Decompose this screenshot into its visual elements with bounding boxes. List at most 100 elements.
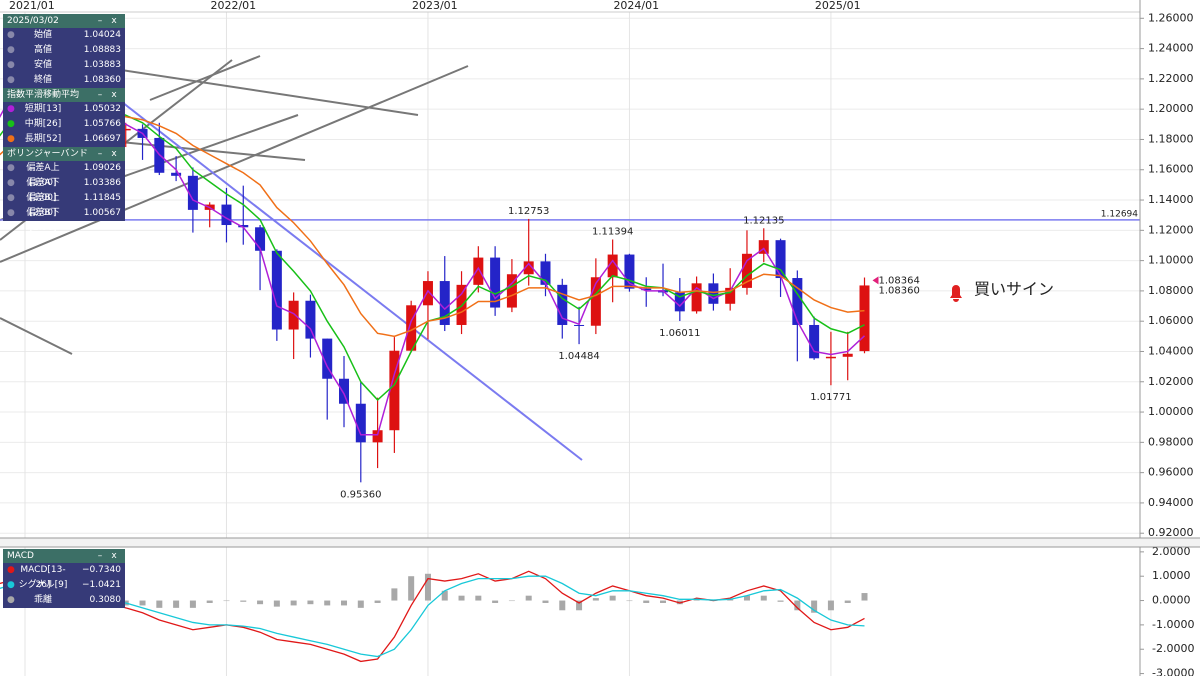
histogram-bar [660, 600, 667, 603]
legend-marker: ● [7, 75, 15, 85]
y-tick-label: 1.24000 [1148, 42, 1194, 55]
price-label: 1.08360 [879, 285, 920, 296]
panel-row: ● 安値 1.03883 [3, 58, 125, 73]
histogram-bar [643, 600, 650, 603]
histogram-bar [542, 600, 549, 603]
histogram-bar [424, 573, 431, 601]
histogram-bar [223, 600, 230, 602]
panel-rows: ● 短期[13] 1.05032 ● 中期[26] 1.05766 ● 長期[52] 1.066… [3, 102, 125, 147]
candle-body [741, 253, 752, 288]
x-tick-label: 2024/01 [613, 0, 659, 12]
x-tick-label: 2025/01 [815, 0, 861, 12]
price-annotation: 0.95360 [340, 489, 381, 500]
close-button[interactable]: x [111, 90, 117, 100]
minimize-button[interactable]: – [97, 90, 103, 100]
candle-body [775, 240, 786, 279]
close-button[interactable]: x [111, 551, 117, 561]
y-tick-label: -2.0000 [1152, 642, 1194, 655]
histogram-bar [391, 588, 398, 601]
signal-text: 買いサイン [974, 280, 1054, 299]
ema-line [0, 114, 865, 338]
minimize-button[interactable]: – [97, 551, 103, 561]
candle-body [708, 283, 719, 304]
histogram-bar [189, 600, 196, 608]
histogram-bar [576, 600, 583, 611]
histogram-bar [290, 600, 297, 606]
row-label: 偏差A下[1.00] [26, 178, 60, 203]
legend-marker: ● [7, 104, 15, 114]
histogram-bar [811, 600, 818, 613]
row-label: 乖離 [33, 595, 52, 605]
close-button[interactable]: x [111, 16, 117, 26]
row-value: 1.08883 [83, 45, 121, 55]
candle-body [792, 278, 803, 325]
row-label: 短期[13] [24, 104, 62, 114]
histogram-bar [156, 600, 163, 608]
ohlc-panel: 2025/03/02– x ● 始値 1.04024 ● 高値 1.08883 ● 安値 1.03… [3, 14, 125, 233]
close-button[interactable]: x [111, 149, 117, 159]
y-tick-label: 1.08000 [1148, 284, 1194, 297]
row-value: 1.09026 [83, 163, 121, 173]
price-annotation: 1.01771 [810, 392, 851, 403]
candle-body [809, 324, 820, 359]
panel-row: ● 偏差B下[2.00] 1.00567 [3, 206, 125, 233]
panel-row: ● 高値 1.08883 [3, 43, 125, 58]
candle-body [825, 356, 836, 359]
candle-body [171, 172, 182, 176]
horizontal-line-label: 1.12694 [1101, 209, 1138, 219]
histogram-bar [743, 595, 750, 601]
panel-row: ● 終値 1.08360 [3, 73, 125, 88]
histogram-bar [206, 600, 213, 603]
bell-icon [950, 285, 962, 302]
histogram-bar [273, 600, 280, 607]
candle-body [271, 250, 282, 330]
candle-body [641, 288, 652, 291]
histogram-bar [139, 600, 146, 606]
candle-body [574, 324, 585, 326]
candle-body [557, 284, 568, 325]
panel-row: ● 短期[13] 1.05032 [3, 102, 125, 117]
row-label: 始値 [33, 30, 52, 40]
row-label: 偏差B下[2.00] [26, 208, 60, 233]
panel-row: ● 偏差A下[1.00] 1.03386 [3, 176, 125, 203]
candle-body [842, 353, 853, 357]
candle-body [674, 292, 685, 312]
pane-separator [0, 538, 1200, 547]
y-tick-label: 0.98000 [1148, 435, 1194, 448]
candle-body [540, 261, 551, 285]
minimize-button[interactable]: – [97, 16, 103, 26]
price-annotation: 1.12753 [508, 206, 549, 217]
legend-marker: ● [7, 119, 15, 129]
candle-body [406, 305, 417, 351]
row-label: 偏差A上[1.00] [26, 163, 60, 188]
candle-body [691, 283, 702, 312]
y-tick-label: 0.0000 [1152, 594, 1191, 607]
panel-title: 2025/03/02 [7, 16, 59, 26]
histogram-bar [492, 600, 499, 603]
panel-rows: ● 始値 1.04024 ● 高値 1.08883 ● 安値 1.03883 ● 終値 1.08360 [3, 28, 125, 88]
panel-title: 指数平滑移動平均 [7, 90, 80, 100]
panel-title: MACD [7, 551, 34, 561]
macd-line [0, 575, 865, 658]
y-tick-label: 1.18000 [1148, 132, 1194, 145]
candle-body [372, 430, 383, 443]
histogram-bar [374, 600, 381, 603]
candle-body [624, 254, 635, 289]
trend-line [0, 65, 469, 263]
row-value: 1.06697 [83, 134, 121, 144]
histogram-bar [508, 600, 515, 602]
panel-row: ● 中期[26] 1.05766 [3, 117, 125, 132]
row-value: 1.03883 [83, 60, 121, 70]
row-value: −1.0421 [81, 580, 121, 590]
x-tick-label: 2023/01 [412, 0, 458, 12]
legend-marker: ● [7, 45, 15, 55]
minimize-button[interactable]: – [97, 149, 103, 159]
row-value: 1.08360 [83, 75, 121, 85]
y-tick-label: 1.06000 [1148, 314, 1194, 327]
y-tick-label: 0.96000 [1148, 466, 1194, 479]
histogram-bar [357, 600, 364, 608]
y-tick-label: 0.94000 [1148, 496, 1194, 509]
macd-panel: MACD – x ● MACD[13-26] −0.7340 ● シグナル[9] −1.042… [3, 549, 125, 608]
price-label: 1.08364 [879, 275, 920, 286]
y-tick-label: 1.14000 [1148, 193, 1194, 206]
